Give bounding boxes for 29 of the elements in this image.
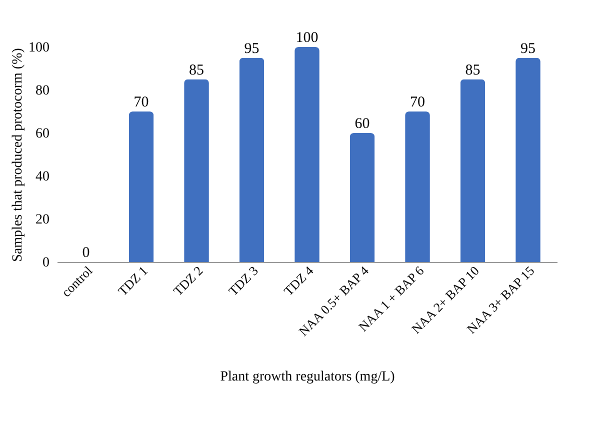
y-tick-label: 40 bbox=[36, 170, 50, 184]
x-tick-label: TDZ 2 bbox=[170, 263, 206, 298]
bar bbox=[350, 133, 375, 262]
x-tick-label: TDZ 1 bbox=[115, 263, 150, 298]
x-tick-label: TDZ 4 bbox=[280, 262, 317, 298]
data-label: 100 bbox=[296, 30, 318, 46]
data-label: 95 bbox=[520, 40, 536, 57]
y-tick-label: 0 bbox=[42, 256, 50, 270]
data-label: 95 bbox=[244, 40, 260, 57]
y-tick-label: 100 bbox=[28, 40, 50, 56]
bar bbox=[294, 47, 320, 262]
y-tick-label: 20 bbox=[36, 212, 50, 228]
bar bbox=[460, 79, 486, 262]
data-label: 85 bbox=[189, 62, 204, 78]
bar bbox=[405, 112, 430, 262]
bar bbox=[239, 58, 264, 262]
y-tick-label: 80 bbox=[36, 84, 50, 98]
bar bbox=[128, 112, 154, 262]
data-label: 70 bbox=[410, 94, 425, 110]
data-label: 60 bbox=[354, 116, 370, 132]
data-label: 70 bbox=[134, 94, 149, 110]
y-tick-label: 60 bbox=[36, 126, 50, 142]
data-label: 0 bbox=[82, 245, 90, 261]
x-axis-title: Plant growth regulators (mg/L) bbox=[220, 370, 396, 385]
x-tick-label: TDZ 3 bbox=[226, 263, 261, 298]
y-axis-title: Samples that produced protocorm (%) bbox=[10, 48, 26, 262]
bar bbox=[184, 79, 209, 262]
bar bbox=[516, 58, 540, 262]
data-label: 85 bbox=[465, 62, 480, 78]
